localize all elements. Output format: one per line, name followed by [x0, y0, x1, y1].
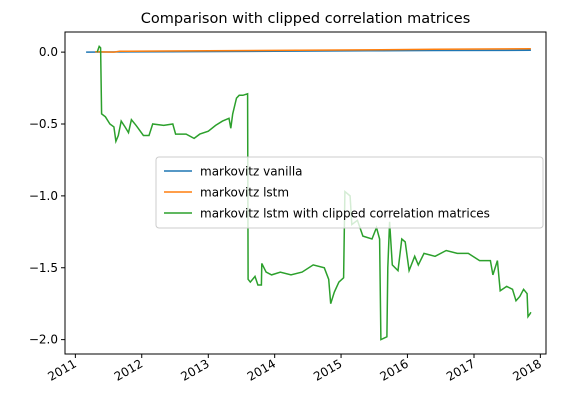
legend: markovitz vanilla markovitz lstm markovitz… [155, 156, 544, 229]
x-tick-label: 2011 [45, 356, 78, 383]
plot-frame [64, 31, 547, 355]
x-tick-label: 2012 [112, 356, 145, 383]
y-tick-label: −1.0 [29, 189, 58, 203]
legend-label-3: markovitz lstm with clipped correlation … [200, 207, 490, 221]
y-tick-label: 0.0 [39, 45, 58, 59]
x-tick-label: 2013 [178, 356, 211, 383]
x-tick-label: 2016 [377, 356, 410, 383]
x-tick-label: 2017 [444, 356, 477, 383]
x-tick-label: 2015 [311, 356, 344, 383]
legend-label-1: markovitz vanilla [200, 165, 303, 179]
y-tick-label: −1.5 [29, 261, 58, 275]
y-tick-label: −0.5 [29, 117, 58, 131]
x-tick-label: 2014 [245, 356, 278, 383]
series-line-2 [95, 48, 531, 53]
chart-title: Comparison with clipped correlation matr… [141, 11, 471, 27]
y-tick-label: −2.0 [29, 333, 58, 347]
legend-box [155, 156, 544, 229]
series-line-3 [96, 45, 532, 341]
x-tick-label: 2018 [510, 356, 543, 383]
series-layer [86, 45, 532, 341]
legend-label-2: markovitz lstm [200, 186, 289, 200]
